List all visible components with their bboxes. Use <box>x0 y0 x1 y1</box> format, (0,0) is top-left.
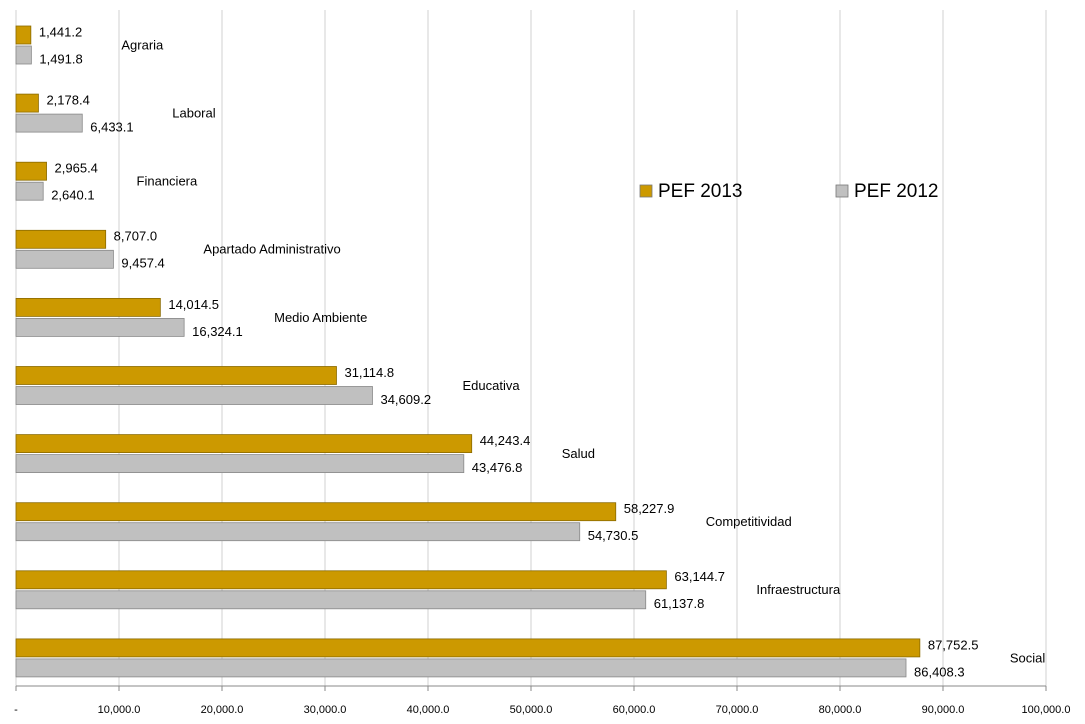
bar <box>15 181 44 201</box>
x-tick-label: 50,000.0 <box>510 704 553 716</box>
bar <box>15 93 39 113</box>
data-label: 14,014.5 <box>168 297 219 312</box>
bar <box>15 366 337 385</box>
legend-swatch <box>639 184 653 198</box>
data-label: 61,137.8 <box>654 596 705 611</box>
bar <box>15 161 47 181</box>
x-tick-label: 100,000.0 <box>1022 704 1071 716</box>
bar <box>15 113 83 133</box>
x-tick-label: 60,000.0 <box>613 704 656 716</box>
x-tick-label: 20,000.0 <box>201 704 244 716</box>
bar <box>15 454 465 474</box>
bar <box>15 229 107 249</box>
category-label: Laboral <box>172 106 215 121</box>
data-label: 16,324.1 <box>192 324 243 339</box>
data-label: 58,227.9 <box>624 501 675 516</box>
data-label: 63,144.7 <box>674 569 725 584</box>
x-tick-label: 70,000.0 <box>716 704 759 716</box>
x-tick-label: 80,000.0 <box>819 704 862 716</box>
data-label: 31,114.8 <box>344 365 394 380</box>
bar <box>15 317 185 337</box>
x-tick-label: - <box>14 704 18 716</box>
data-label: 87,752.5 <box>928 637 979 652</box>
x-tick-label: 10,000.0 <box>98 704 141 716</box>
data-label: 2,178.4 <box>46 93 89 108</box>
bar <box>15 249 114 269</box>
data-label: 1,441.2 <box>39 24 82 39</box>
category-label: Agraria <box>121 37 164 52</box>
data-label: 43,476.8 <box>472 460 523 475</box>
category-label: Medio Ambiente <box>274 310 367 325</box>
legend-label: PEF 2012 <box>854 181 939 202</box>
category-label: Apartado Administrativo <box>203 242 340 257</box>
legend-label: PEF 2013 <box>658 181 743 202</box>
legend-swatch <box>835 184 849 198</box>
data-label: 34,609.2 <box>380 392 431 407</box>
data-label: 54,730.5 <box>588 528 639 543</box>
category-label: Social <box>1010 650 1046 665</box>
x-tick-label: 90,000.0 <box>922 704 965 716</box>
bar <box>15 25 32 45</box>
x-tick-label: 40,000.0 <box>407 704 450 716</box>
bar <box>15 297 161 317</box>
data-label: 6,433.1 <box>90 120 133 135</box>
data-label: 2,640.1 <box>51 188 94 203</box>
category-label: Infraestructura <box>756 582 841 597</box>
x-tick-label: 30,000.0 <box>304 704 347 716</box>
bar <box>15 638 921 658</box>
bar <box>15 434 473 454</box>
bar <box>15 590 647 610</box>
data-label: 9,457.4 <box>121 256 164 271</box>
category-label: Educativa <box>462 378 520 393</box>
category-label: Competitividad <box>706 514 792 529</box>
data-label: 2,965.4 <box>55 161 98 176</box>
data-label: 86,408.3 <box>914 664 965 679</box>
bar <box>15 658 907 678</box>
bar <box>15 502 617 522</box>
data-label: 8,707.0 <box>114 229 157 244</box>
data-label: 44,243.4 <box>480 433 531 448</box>
category-label: Salud <box>562 446 595 461</box>
bar <box>15 522 581 542</box>
data-label: 1,491.8 <box>39 51 82 66</box>
bar <box>15 45 32 65</box>
bar <box>15 386 373 405</box>
category-label: Financiera <box>137 174 198 189</box>
bar <box>15 570 667 590</box>
